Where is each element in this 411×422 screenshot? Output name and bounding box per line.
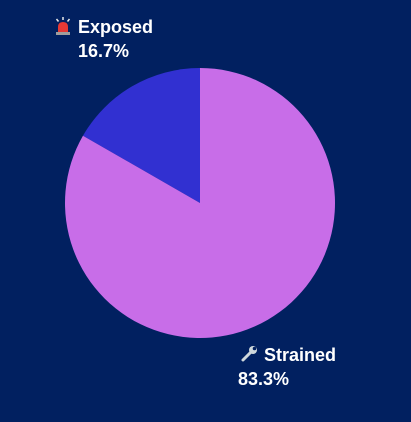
slice-label-exposed: Exposed 16.7% bbox=[52, 15, 153, 63]
pie-slice-strained bbox=[65, 68, 335, 338]
slice-percent: 16.7% bbox=[78, 41, 130, 61]
slice-name: Strained bbox=[264, 345, 337, 365]
siren-icon bbox=[52, 15, 74, 39]
pie-slice-exposed bbox=[82, 68, 200, 203]
slice-name: Exposed bbox=[78, 17, 154, 37]
slice-percent: 83.3% bbox=[238, 369, 290, 389]
slice-label-strained: Strained 83.3% bbox=[238, 343, 336, 391]
wrench-icon bbox=[238, 343, 260, 367]
